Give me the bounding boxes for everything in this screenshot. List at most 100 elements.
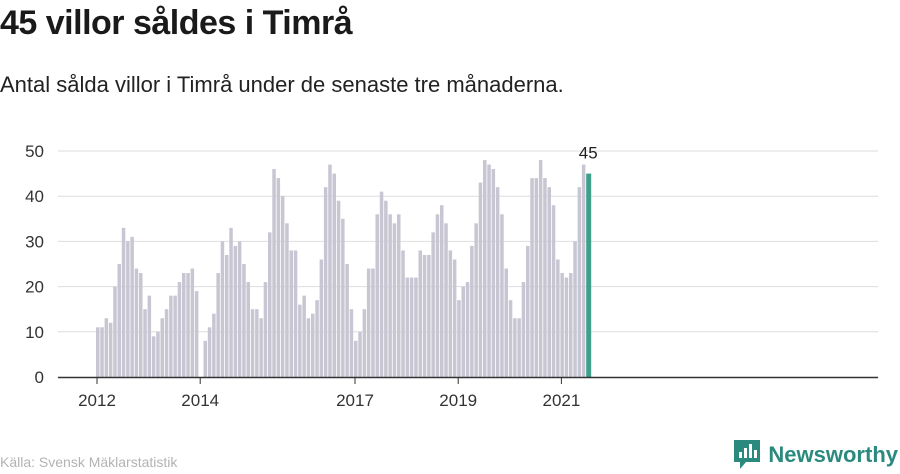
bar xyxy=(212,313,216,377)
bar xyxy=(470,245,474,377)
bar xyxy=(504,268,508,377)
bar xyxy=(517,318,521,377)
bar xyxy=(147,295,152,377)
y-tick-label: 40 xyxy=(25,187,44,206)
bar xyxy=(474,223,478,377)
bar xyxy=(100,327,104,377)
bar xyxy=(581,164,586,377)
bar xyxy=(207,327,212,377)
bar xyxy=(130,236,134,377)
bar xyxy=(151,336,156,377)
bar xyxy=(487,164,491,377)
bar xyxy=(156,331,160,377)
bar xyxy=(526,245,530,377)
bar xyxy=(341,218,345,377)
bar xyxy=(465,282,470,377)
bar xyxy=(134,268,139,377)
bar xyxy=(173,295,177,377)
bar xyxy=(409,277,414,377)
bar xyxy=(96,327,100,377)
bar xyxy=(259,318,263,377)
bar xyxy=(431,232,435,377)
bar xyxy=(530,178,534,377)
bar xyxy=(448,250,453,377)
brand-name: Newsworthy xyxy=(768,442,898,467)
chart-title: 45 villor såldes i Timrå xyxy=(0,4,353,42)
bar xyxy=(126,241,130,377)
bar xyxy=(461,286,465,377)
bar xyxy=(255,309,259,377)
bar xyxy=(160,318,164,377)
bar xyxy=(573,241,577,377)
bar xyxy=(551,205,556,377)
bar xyxy=(246,282,250,377)
bar xyxy=(220,241,225,377)
bar xyxy=(302,295,306,377)
bar xyxy=(336,200,341,377)
x-tick-label: 2014 xyxy=(181,391,219,410)
bar xyxy=(169,295,173,377)
bar xyxy=(182,273,186,377)
x-tick-label: 2021 xyxy=(542,391,580,410)
bar xyxy=(440,205,444,377)
bar xyxy=(272,169,276,377)
bar xyxy=(293,250,298,377)
bar xyxy=(521,282,526,377)
bars xyxy=(96,160,592,377)
bar xyxy=(276,178,281,377)
bar xyxy=(422,254,427,377)
bar xyxy=(457,300,461,377)
bar xyxy=(328,164,332,377)
newsworthy-logo-icon xyxy=(734,440,761,469)
bar xyxy=(414,277,418,377)
bar xyxy=(569,273,573,377)
bar xyxy=(478,182,483,377)
bar xyxy=(491,169,496,377)
bar xyxy=(323,187,328,377)
bar xyxy=(285,223,289,377)
bar xyxy=(121,227,126,377)
bar xyxy=(513,318,517,377)
bar xyxy=(250,309,255,377)
bar xyxy=(362,309,367,377)
bar xyxy=(194,291,199,377)
bar xyxy=(547,187,551,377)
bar xyxy=(397,214,401,377)
bar xyxy=(500,214,504,377)
y-axis-tick-labels: 0 10 20 30 40 50 xyxy=(25,142,44,387)
bar xyxy=(564,277,569,377)
bar xyxy=(405,277,410,377)
bar xyxy=(242,264,246,377)
bar xyxy=(319,259,324,377)
bar xyxy=(495,187,500,377)
brand-logo: Newsworthy xyxy=(734,440,898,470)
bar xyxy=(186,273,190,377)
highlight-bar xyxy=(586,173,592,377)
bar xyxy=(534,178,539,377)
bar xyxy=(298,304,302,377)
data-label: 45 xyxy=(579,144,598,163)
bar xyxy=(233,245,238,377)
bar xyxy=(366,268,371,377)
bar xyxy=(113,286,117,377)
bar xyxy=(556,259,560,377)
bar xyxy=(508,300,513,377)
bar xyxy=(345,264,349,377)
x-tick-label: 2012 xyxy=(78,391,116,410)
bar xyxy=(543,178,547,377)
bar xyxy=(375,214,379,377)
bar xyxy=(139,273,143,377)
y-tick-label: 0 xyxy=(35,368,44,387)
bar xyxy=(177,282,182,377)
bar xyxy=(392,223,397,377)
bar xyxy=(268,232,272,377)
bar xyxy=(117,264,121,377)
bar xyxy=(289,250,293,377)
bar xyxy=(538,160,543,377)
x-tick-label: 2019 xyxy=(439,391,477,410)
bar xyxy=(263,282,268,377)
bar xyxy=(427,254,431,377)
bar xyxy=(229,227,233,377)
bar xyxy=(452,259,457,377)
bar xyxy=(577,187,582,377)
